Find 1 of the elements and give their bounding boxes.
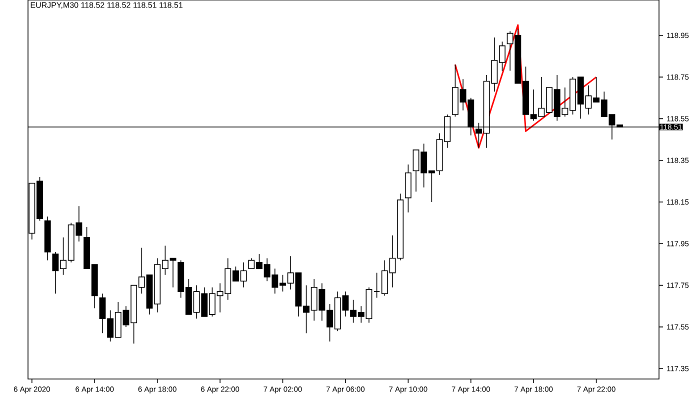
chart-title: EURJPY,M30 118.52 118.52 118.51 118.51 bbox=[30, 2, 183, 9]
